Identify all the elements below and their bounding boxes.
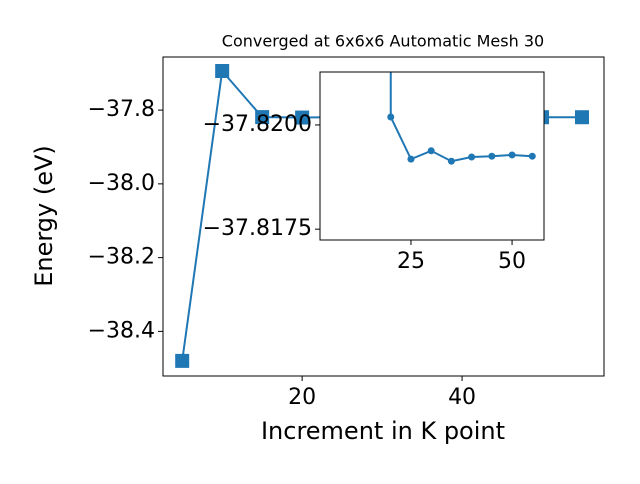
y-tick-label: −37.8200 <box>203 112 312 137</box>
x-tick-label: 20 <box>288 385 316 410</box>
marker <box>175 353 190 368</box>
y-tick-label: −38.2 <box>88 245 155 270</box>
marker <box>387 113 395 121</box>
marker <box>468 153 476 161</box>
x-tick-label: 50 <box>498 249 526 274</box>
marker <box>215 64 230 79</box>
y-tick-label: −38.0 <box>88 171 155 196</box>
x-axis-label: Increment in K point <box>261 417 505 445</box>
marker <box>528 152 536 160</box>
axes-frame <box>319 71 545 241</box>
marker <box>488 152 496 160</box>
plot-content <box>387 72 536 165</box>
y-tick-label: −37.8 <box>88 97 155 122</box>
x-tick-label: 25 <box>397 249 425 274</box>
marker <box>447 157 455 165</box>
marker <box>407 155 415 163</box>
marker <box>427 147 435 155</box>
axes-frame <box>162 56 605 377</box>
marker <box>295 110 310 125</box>
marker <box>575 110 590 125</box>
marker <box>508 151 516 159</box>
chart-title: Converged at 6x6x6 Automatic Mesh 30 <box>222 32 544 51</box>
y-tick-label: −37.8175 <box>203 216 312 241</box>
y-tick-label: −38.4 <box>88 318 155 343</box>
marker <box>255 110 270 125</box>
y-axis-label: Energy (eV) <box>30 145 58 287</box>
x-tick-label: 40 <box>448 385 476 410</box>
